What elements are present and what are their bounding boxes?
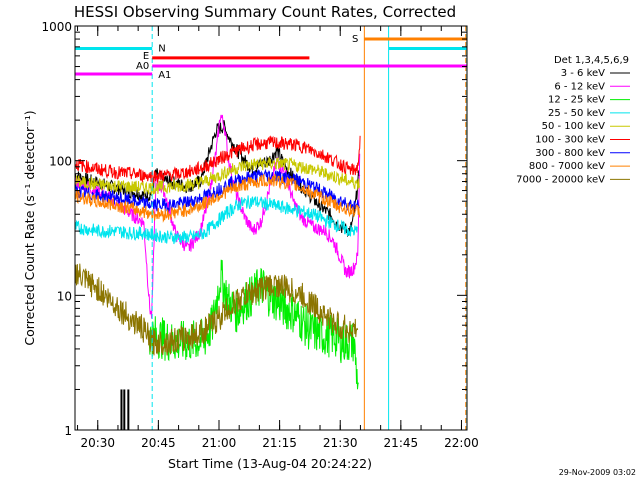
y-axis-label: Corrected Count Rate (s⁻¹ detector⁻¹) [22,110,37,345]
chart-axes: 1 10 100 1000 20:30 20:45 21:00 21:15 21:30 21:45… [41,20,478,450]
x-tick-label: 20:30 [80,436,115,450]
legend-label: 7000 - 20000 keV [516,174,605,185]
y-tick-label: 1000 [41,20,72,34]
y-tick-label: 10 [57,289,72,303]
y-tick-label: 100 [49,155,72,169]
legend-label: 6 - 12 keV [554,81,605,92]
series-7 [74,168,361,213]
legend-label: 100 - 300 keV [535,135,605,146]
legend-label: 25 - 50 keV [548,108,605,119]
x-tick-label: 21:30 [323,436,358,450]
timestamp: 29-Nov-2009 03:02 [559,468,636,477]
x-tick-label: 20:45 [141,436,176,450]
flag-label: S [352,34,358,45]
x-tick-label: 21:45 [384,436,419,450]
flag-label: N [158,44,165,55]
flag-label: E [143,51,149,62]
plot-frame [74,25,468,431]
legend: Det 1,3,4,5,6,9 3 - 6 keV 6 - 12 keV 12 - 2… [516,55,630,185]
x-axis-label: Start Time (13-Aug-04 20:24:22) [168,456,372,471]
legend-label: 12 - 25 keV [548,95,605,106]
x-tick-label: 21:15 [262,436,297,450]
series-6 [74,135,361,184]
legend-label: 800 - 7000 keV [529,161,605,172]
legend-label: 50 - 100 keV [542,121,606,132]
y-tick-label: 1 [64,424,72,438]
x-tick-label: 22:00 [444,436,479,450]
x-tick-label: 21:00 [202,436,237,450]
series-5 [74,156,361,196]
flag-label: A0 [136,61,149,72]
legend-label: 300 - 800 keV [535,148,605,159]
series-4 [74,195,358,245]
chart-plot-area: N S EA0 A1 [74,26,468,430]
series-8 [74,173,361,223]
legend-label: 3 - 6 keV [561,68,605,79]
series-9 [74,263,359,356]
chart-title: HESSI Observing Summary Count Rates, Cor… [74,3,456,21]
legend-header: Det 1,3,4,5,6,9 [554,55,629,66]
flag-label: A1 [158,70,171,81]
